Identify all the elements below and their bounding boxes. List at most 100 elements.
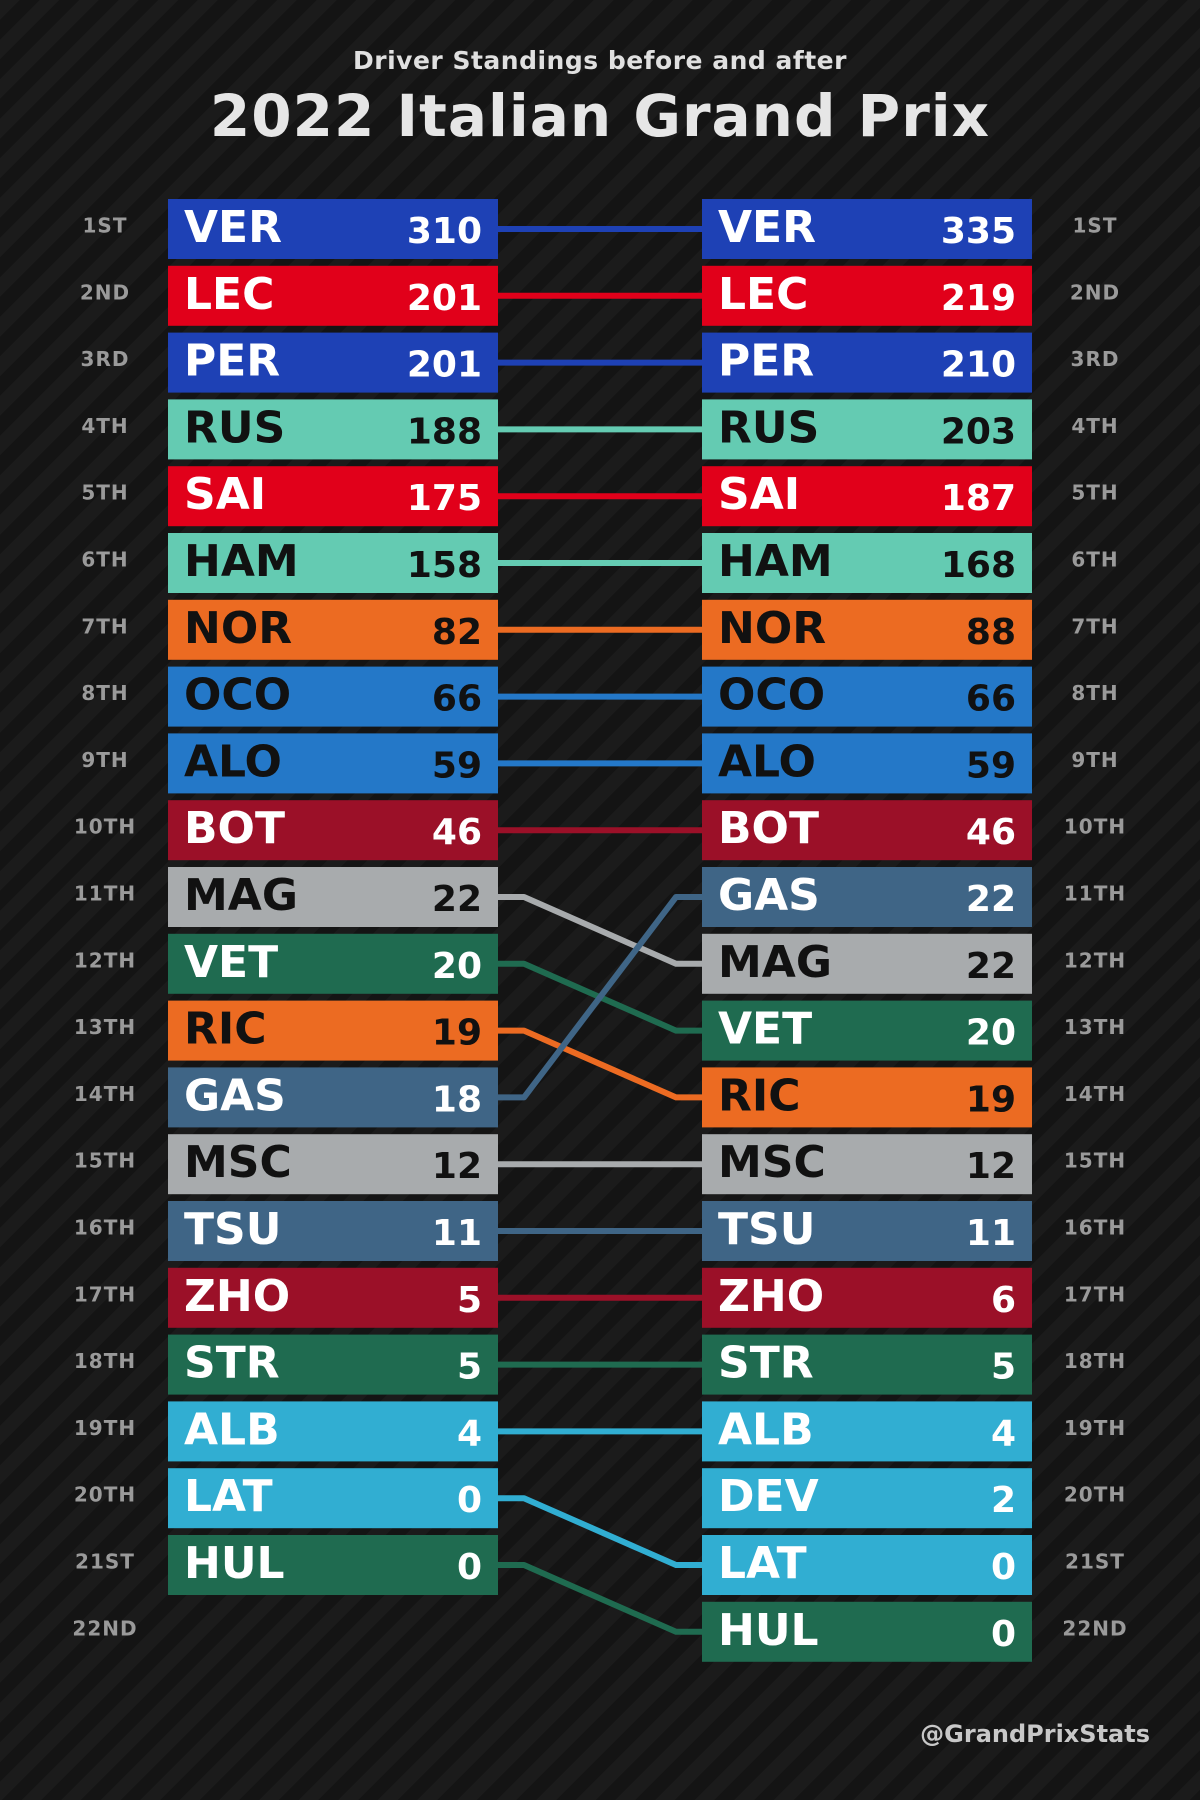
driver-code: LAT [718,1538,807,1589]
position-label-left: 18TH [74,1349,136,1373]
driver-points: 20 [432,946,482,987]
position-label-left: 4TH [81,414,128,438]
driver-code: VER [718,202,816,253]
position-label-right: 17TH [1064,1282,1126,1306]
position-label-left: 3RD [81,347,130,371]
driver-points: 210 [941,345,1016,386]
standing-box [168,867,498,927]
driver-points: 0 [991,1547,1016,1588]
driver-points: 219 [941,278,1016,319]
position-label-left: 6TH [81,548,128,572]
driver-points: 0 [457,1547,482,1588]
standing-row: TSU 11 [168,1201,498,1261]
standing-row: DEV 2 [702,1468,1032,1529]
driver-points: 168 [941,545,1016,586]
chart-title: 2022 Italian Grand Prix [209,82,991,150]
driver-points: 12 [432,1146,482,1187]
standing-row: STR 5 [702,1334,1032,1395]
driver-code: STR [718,1338,814,1389]
driver-points: 6 [991,1280,1016,1321]
position-label-right: 22ND [1062,1616,1127,1640]
driver-points: 188 [407,411,482,452]
standing-row: MSC 12 [702,1134,1032,1195]
standing-box [702,933,1032,994]
standing-box [168,1334,498,1395]
standings-column-before: VER 310 LEC 201 PER 201 RUS 188 SAI 175 HAM 158 NOR 8… [168,199,498,1595]
driver-code: DEV [718,1471,819,1522]
driver-code: ALB [718,1404,814,1455]
standing-box [168,733,498,794]
driver-points: 19 [966,1079,1016,1120]
standing-box [702,1334,1032,1395]
standing-box [702,1535,1032,1595]
position-label-left: 11TH [74,882,136,906]
driver-code: HAM [184,536,299,587]
position-label-left: 17TH [74,1282,136,1306]
driver-code: GAS [718,870,820,921]
standing-box [702,533,1032,593]
position-label-right: 11TH [1064,882,1126,906]
position-label-left: 15TH [74,1149,136,1173]
driver-points: 82 [432,612,482,653]
standing-row: ZHO 5 [168,1267,498,1328]
driver-points: 187 [941,478,1016,519]
driver-code: NOR [718,603,826,654]
driver-points: 175 [407,478,482,519]
driver-code: OCO [718,670,825,721]
standing-box [702,199,1032,259]
standing-box [168,1000,498,1061]
standing-row: BOT 46 [168,800,498,861]
driver-points: 20 [966,1013,1016,1054]
driver-points: 11 [432,1213,482,1254]
driver-points: 203 [941,411,1016,452]
position-label-left: 10TH [74,815,136,839]
standing-box [168,199,498,259]
standing-row: ALO 59 [702,733,1032,794]
driver-code: ALO [184,736,282,787]
position-label-right: 21ST [1065,1550,1125,1574]
driver-points: 22 [966,946,1016,987]
position-label-right: 1ST [1073,214,1118,238]
driver-points: 4 [991,1413,1016,1454]
driver-code: LAT [184,1471,273,1522]
position-label-right: 13TH [1064,1015,1126,1039]
driver-code: STR [184,1338,280,1389]
driver-code: BOT [184,803,285,854]
standing-box [702,1000,1032,1061]
standing-box [702,1267,1032,1328]
position-label-right: 6TH [1071,548,1118,572]
standing-row: HUL 0 [168,1535,498,1595]
standing-box [702,399,1032,460]
driver-points: 46 [432,812,482,853]
standing-box [702,867,1032,927]
driver-code: RUS [184,402,285,453]
standing-row: OCO 66 [702,666,1032,727]
driver-code: VET [718,1004,812,1055]
standing-box [168,599,498,660]
driver-points: 158 [407,545,482,586]
standing-row: VER 335 [702,199,1032,259]
position-label-left: 13TH [74,1015,136,1039]
connector-line-gas [498,894,702,1101]
driver-code: NOR [184,603,292,654]
driver-code: OCO [184,670,291,721]
standing-row: PER 210 [702,332,1032,393]
driver-code: SAI [718,469,800,520]
position-label-left: 20TH [74,1483,136,1507]
standing-box [168,1267,498,1328]
subtitle: Driver Standings before and after [353,46,847,75]
standing-row: RIC 19 [168,1000,498,1061]
standing-row: RIC 19 [702,1067,1032,1128]
position-label-right: 12TH [1064,948,1126,972]
position-label-left: 2ND [80,280,130,304]
driver-points: 5 [457,1347,482,1388]
standing-row: RUS 203 [702,399,1032,460]
standing-row: GAS 22 [702,867,1032,927]
position-label-right: 7TH [1071,614,1118,638]
position-label-right: 4TH [1071,414,1118,438]
driver-points: 22 [966,879,1016,920]
standing-box [702,466,1032,527]
position-labels: 1ST 1ST 2ND 2ND 3RD 3RD 4TH 4TH 5TH 5TH 6TH 6TH 7TH 7… [72,214,1127,1641]
standing-box [168,1201,498,1261]
